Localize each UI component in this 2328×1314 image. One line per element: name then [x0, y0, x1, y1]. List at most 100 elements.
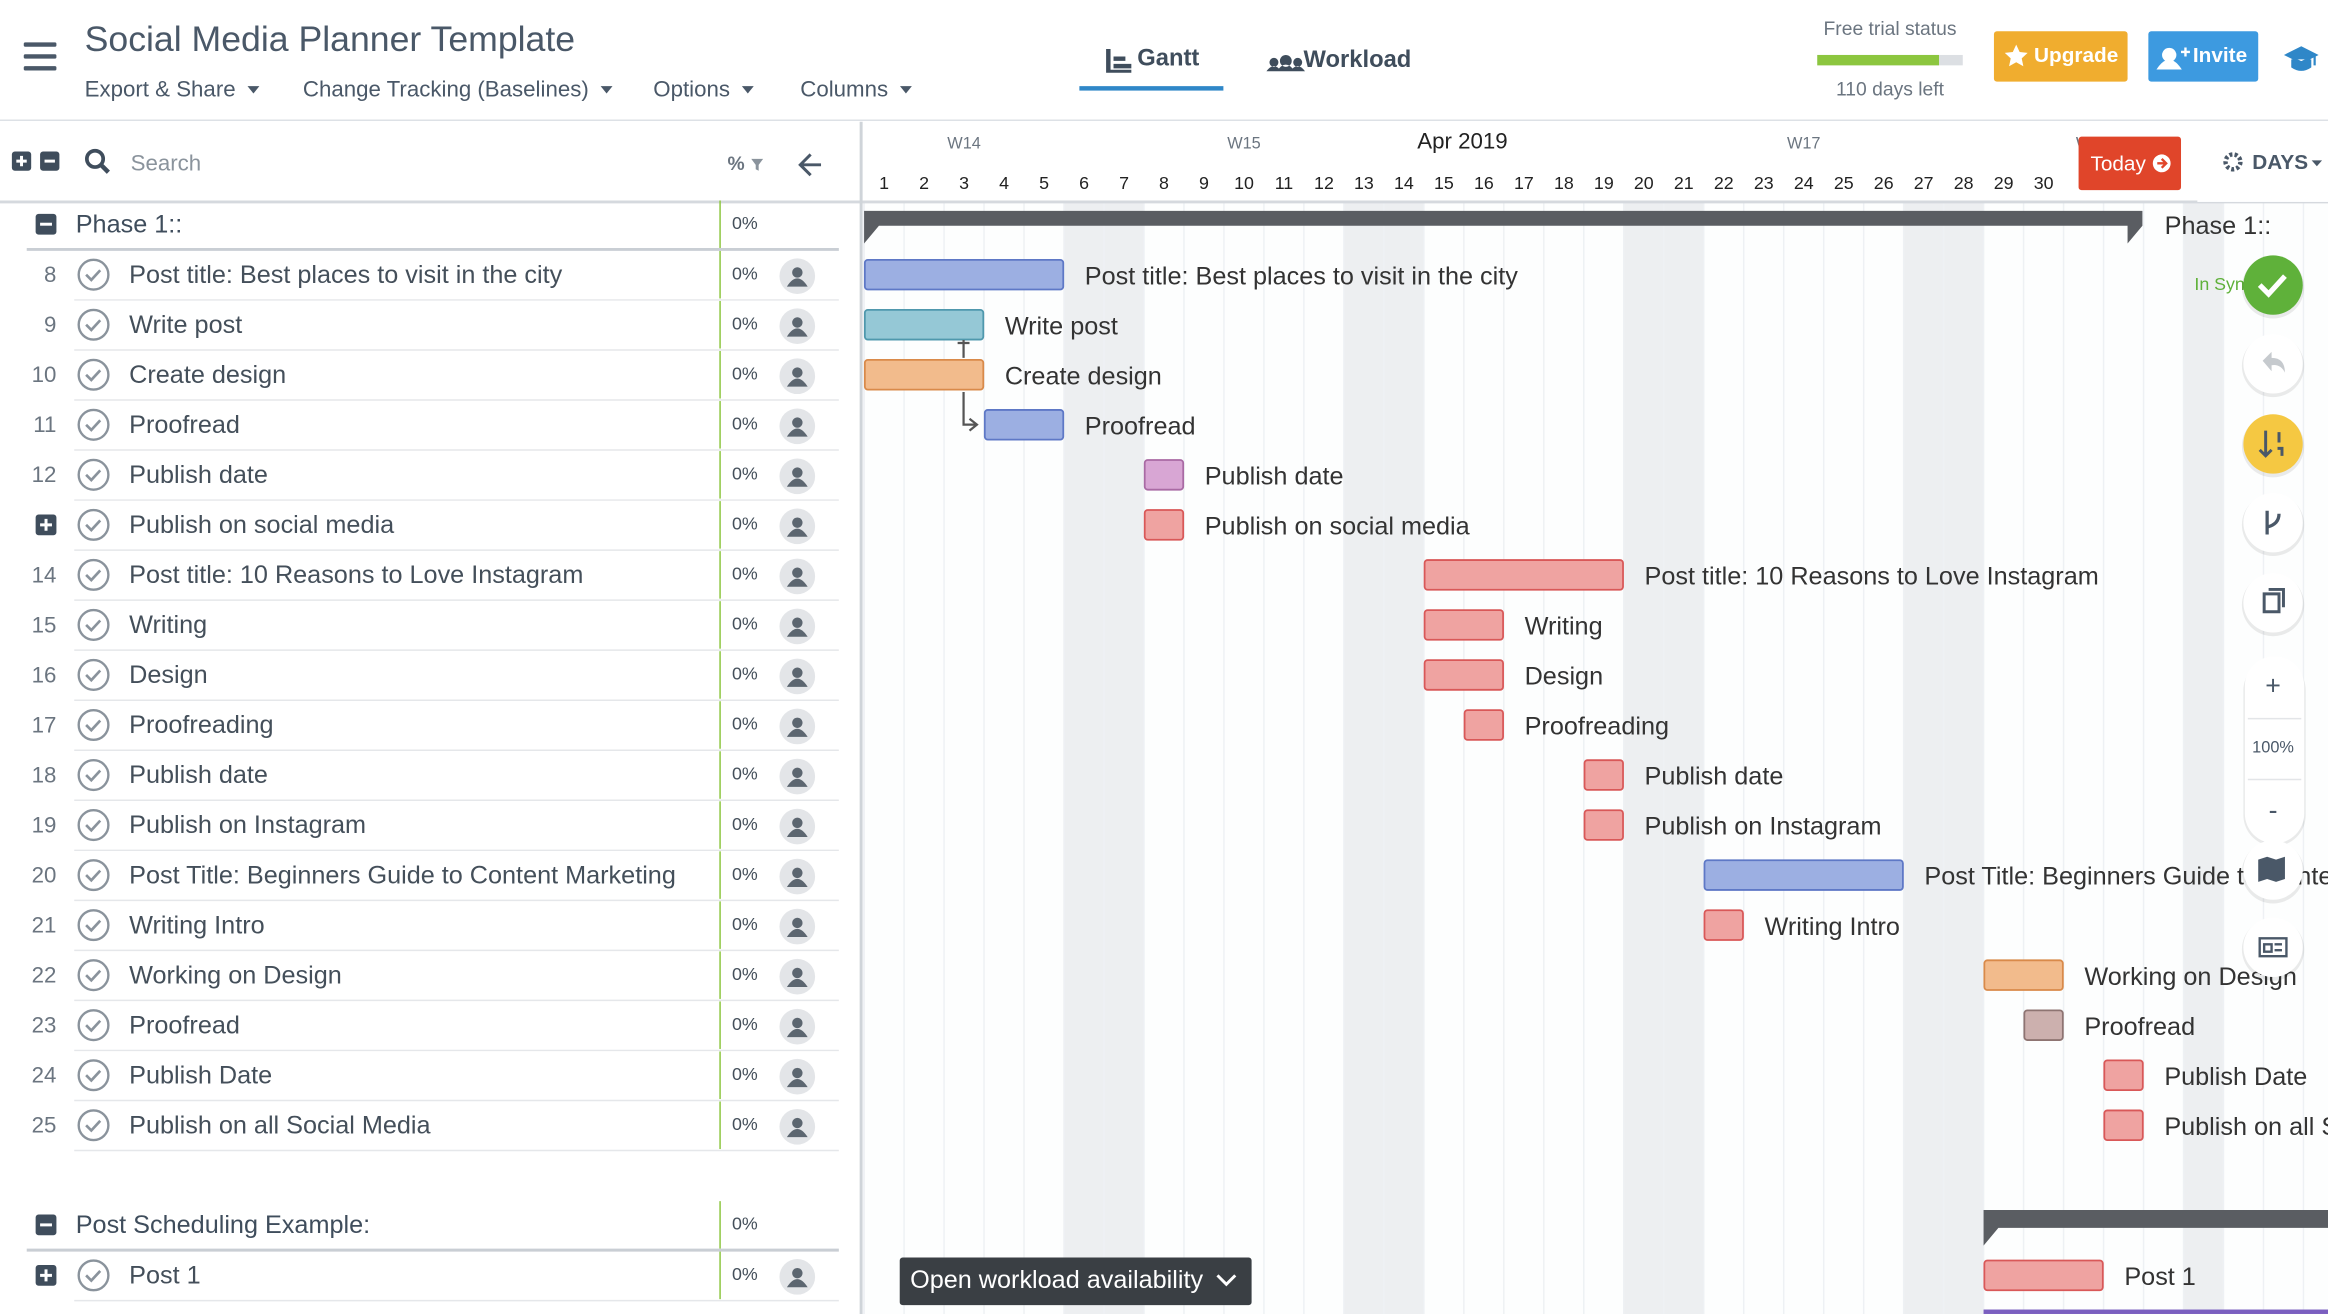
percent-header[interactable]: % — [728, 154, 745, 175]
today-label[interactable]: Today — [2090, 152, 2146, 175]
task-name[interactable]: Post title: 10 Reasons to Love Instagram — [129, 561, 583, 589]
status-check[interactable] — [77, 1259, 110, 1292]
task-percent: 0% — [732, 1014, 758, 1034]
assignee-icon — [786, 517, 808, 537]
gantt-bar[interactable] — [1703, 909, 1744, 941]
task-id: 21 — [32, 913, 57, 938]
status-check[interactable] — [77, 1009, 110, 1042]
gantt-bar[interactable] — [1583, 809, 1624, 841]
tab-gantt[interactable]: Gantt — [1137, 45, 1199, 72]
day-label: 22 — [1714, 173, 1734, 193]
task-name[interactable]: Create design — [129, 361, 286, 389]
gantt-bar[interactable] — [1423, 559, 1624, 591]
status-check[interactable] — [77, 809, 110, 842]
tab-workload[interactable]: Workload — [1304, 46, 1412, 73]
zoom-in[interactable]: + — [2265, 670, 2281, 700]
menu-item[interactable]: Columns — [800, 76, 888, 101]
invite-label[interactable]: Invite — [2193, 44, 2247, 67]
status-check[interactable] — [77, 508, 110, 541]
zoom-out[interactable]: - — [2269, 795, 2278, 825]
group-title[interactable]: Post Scheduling Example: — [76, 1211, 370, 1239]
workload-button[interactable] — [899, 1257, 1252, 1306]
status-check[interactable] — [77, 608, 110, 641]
task-name[interactable]: Working on Design — [129, 961, 342, 989]
upgrade-label[interactable]: Upgrade — [2034, 44, 2118, 67]
copy-button[interactable] — [2243, 573, 2303, 633]
gantt-bar[interactable] — [1143, 509, 1185, 541]
status-check[interactable] — [77, 708, 110, 742]
search-input[interactable]: Search — [131, 151, 202, 176]
gantt-bar[interactable] — [1703, 859, 1904, 891]
gantt-bar[interactable] — [1143, 459, 1185, 491]
status-check[interactable] — [77, 658, 110, 691]
task-name[interactable]: Publish on all Social Media — [129, 1111, 431, 1139]
workload-button-label[interactable]: Open workload availability — [910, 1266, 1203, 1294]
task-name[interactable]: Publish date — [129, 461, 268, 489]
task-percent: 0% — [732, 664, 758, 684]
collapse-arrow[interactable] — [798, 153, 822, 177]
gantt-bar[interactable] — [863, 359, 985, 391]
sort-button[interactable] — [2243, 414, 2303, 474]
menu-item[interactable]: Options — [653, 76, 730, 101]
day-label: 2 — [919, 173, 929, 193]
task-name[interactable]: Proofreading — [129, 711, 273, 739]
status-check[interactable] — [77, 358, 110, 391]
task-name[interactable]: Write post — [129, 311, 242, 339]
gantt-bar[interactable] — [1423, 609, 1504, 641]
gantt-bar[interactable] — [1583, 759, 1624, 791]
gantt-bar[interactable] — [1983, 959, 2064, 991]
status-check[interactable] — [77, 258, 110, 291]
task-id: 22 — [32, 963, 57, 988]
status-check[interactable] — [77, 1059, 110, 1092]
sync-button[interactable] — [2243, 255, 2303, 315]
group-title[interactable]: Phase 1:: — [76, 210, 183, 238]
task-name[interactable]: Post Title: Beginners Guide to Content M… — [129, 861, 676, 889]
menu-item[interactable]: Export & Share — [85, 76, 236, 101]
zoom-label[interactable]: DAYS — [2252, 151, 2308, 174]
status-check[interactable] — [77, 558, 110, 591]
gantt-bar[interactable] — [2103, 1059, 2144, 1091]
today-button[interactable] — [2078, 136, 2182, 191]
task-name[interactable]: Post 1 — [129, 1262, 201, 1290]
phase-label: Phase 1:: — [2165, 212, 2272, 240]
trial-days: 110 days left — [1836, 80, 1945, 101]
assignee-icon — [786, 1117, 808, 1138]
status-check[interactable] — [77, 758, 110, 792]
status-check[interactable] — [77, 859, 110, 892]
undo-icon — [2262, 351, 2285, 373]
task-name[interactable]: Writing Intro — [129, 911, 264, 939]
task-name[interactable]: Post title: Best places to visit in the … — [129, 261, 562, 289]
gantt-bar[interactable] — [983, 409, 1065, 441]
task-percent: 0% — [732, 363, 758, 383]
task-name[interactable]: Publish on Instagram — [129, 811, 366, 839]
notes-button[interactable] — [2243, 917, 2303, 977]
task-name[interactable]: Writing — [129, 611, 207, 639]
status-check[interactable] — [77, 1109, 110, 1142]
search-icon — [84, 148, 106, 169]
status-check[interactable] — [77, 959, 110, 992]
upgrade-button[interactable] — [1993, 31, 2128, 82]
gantt-bar[interactable] — [2103, 1109, 2144, 1142]
menu-item[interactable]: Change Tracking (Baselines) — [303, 76, 589, 101]
task-name[interactable]: Publish date — [129, 761, 268, 789]
menu-icon-bar — [23, 54, 57, 59]
task-name[interactable]: Proofread — [129, 1011, 240, 1039]
gantt-bar[interactable] — [863, 258, 1065, 291]
status-check[interactable] — [77, 308, 110, 341]
task-name[interactable]: Publish on social media — [129, 511, 395, 539]
gantt-bar[interactable] — [1423, 659, 1504, 691]
branch-button[interactable] — [2243, 492, 2303, 553]
status-check[interactable] — [77, 909, 110, 942]
task-name[interactable]: Publish Date — [129, 1061, 272, 1089]
gantt-bar[interactable] — [1463, 709, 1504, 741]
gantt-bar[interactable] — [863, 308, 985, 341]
next-bar-edge — [1983, 1309, 2328, 1314]
gantt-bar[interactable] — [1983, 1259, 2104, 1292]
status-check[interactable] — [77, 458, 110, 491]
menu-icon-bar — [23, 66, 57, 71]
gantt-bar[interactable] — [2023, 1009, 2064, 1041]
task-name[interactable]: Proofread — [129, 411, 240, 439]
task-name[interactable]: Design — [129, 661, 208, 689]
week-label: W17 — [1787, 134, 1821, 152]
status-check[interactable] — [77, 408, 110, 441]
